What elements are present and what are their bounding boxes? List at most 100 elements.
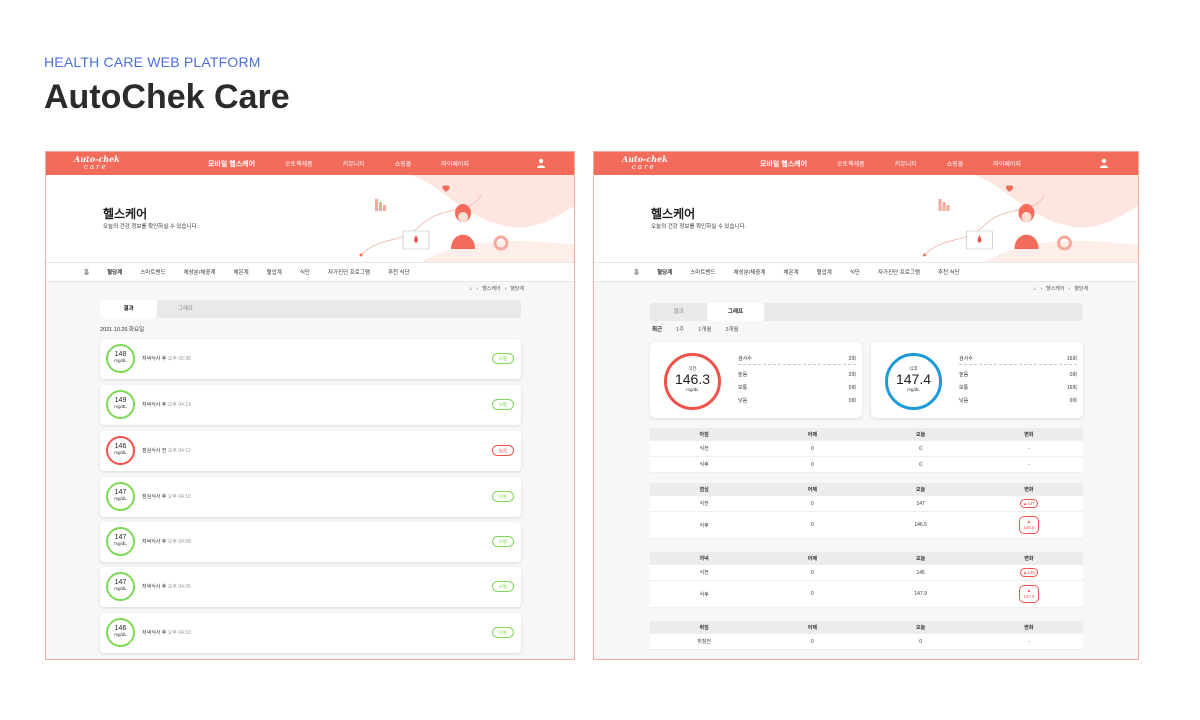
subnav-diet[interactable]: 식단 xyxy=(299,270,310,276)
nav-item-mobile-healthcare[interactable]: 모바일 헬스케어 xyxy=(760,160,808,168)
hero-subtitle: 오늘의 건강 정보를 확인하실 수 있습니다. xyxy=(651,224,747,230)
reading-desc: 저녁식사 후 오후 04:06 xyxy=(142,584,191,590)
table-row: 취침전 0 0- xyxy=(650,634,1083,650)
nav-item-products[interactable]: 오토첵제품 xyxy=(285,162,313,168)
breadcrumb-item: 혈당계 xyxy=(510,286,524,292)
tab-results[interactable]: 결과 xyxy=(100,300,157,318)
view-tabs: 결과 그래프 xyxy=(650,303,1083,321)
reading-card[interactable]: 147 mg/dL 저녁식사 후 오후 04:08 보통 xyxy=(100,522,521,562)
hero-subtitle: 오늘의 건강 정보를 확인하실 수 있습니다. xyxy=(103,224,199,230)
nav-item-shop[interactable]: 쇼핑몰 xyxy=(946,162,964,168)
hero-title: 헬스케어 xyxy=(103,207,148,221)
tab-graph[interactable]: 그래프 xyxy=(707,303,764,321)
tab-graph[interactable]: 그래프 xyxy=(177,306,194,312)
table-row: 식후 0 147.9 ▲ 147.9 xyxy=(650,581,1083,608)
user-icon[interactable] xyxy=(536,158,546,168)
nav-item-products[interactable]: 오토첵제품 xyxy=(837,162,865,168)
nav-item-mypage[interactable]: 마이페이지 xyxy=(441,162,469,168)
summary-stats: 검사수 16회 높음 0회 보통 16회 낮음 0회 xyxy=(959,352,1077,407)
status-badge: 보통 xyxy=(492,491,514,502)
subnav-thermometer[interactable]: 체온계 xyxy=(783,270,799,276)
breadcrumb: ⌂ › 헬스케어 › 혈당계 xyxy=(46,282,574,296)
view-tabs: 결과 그래프 xyxy=(100,300,521,318)
reading-desc: 점심식사 전 오후 04:12 xyxy=(142,448,191,454)
hero-title: 헬스케어 xyxy=(651,207,696,221)
period-1month[interactable]: 1개월 xyxy=(698,327,712,333)
subnav-smartband[interactable]: 스마트밴드 xyxy=(690,270,716,276)
subnav-recommended-diet[interactable]: 추천 식단 xyxy=(387,270,410,276)
glucose-ring: 146 mg/dL xyxy=(106,436,135,465)
reading-card[interactable]: 149 mg/dL 저녁식사 후 오후 04:14 보통 xyxy=(100,385,521,425)
glucose-ring: 146 mg/dL xyxy=(106,618,135,647)
table-row: 식전 0 147 ▲147 xyxy=(650,496,1083,512)
change-badge: ▲ 146.5 xyxy=(1019,516,1039,534)
table-header: 아침 어제 오늘 변화 xyxy=(650,428,1083,441)
logo[interactable]: Auto-chek care xyxy=(622,154,668,171)
nav-item-community[interactable]: 커뮤니티 xyxy=(894,162,917,168)
date-label: 2021.10.26 화요일 xyxy=(100,327,145,333)
logo[interactable]: Auto-chek care xyxy=(74,154,120,171)
reading-desc: 점심식사 후 오후 04:10 xyxy=(142,494,191,500)
glucose-ring: 147 mg/dL xyxy=(106,572,135,601)
period-1week[interactable]: 1주 xyxy=(676,327,685,333)
chevron-right-icon: › xyxy=(476,285,479,292)
subnav-diet[interactable]: 식단 xyxy=(849,270,860,276)
subnav-self-diagnosis[interactable]: 자가진단 프로그램 xyxy=(327,270,370,276)
nav-item-shop[interactable]: 쇼핑몰 xyxy=(394,162,412,168)
subnav-home[interactable]: 홈 xyxy=(84,270,90,276)
status-badge: 보통 xyxy=(492,399,514,410)
hero-banner: 헬스케어 오늘의 건강 정보를 확인하실 수 있습니다. xyxy=(46,175,574,262)
subnav-blood-pressure[interactable]: 혈압계 xyxy=(816,270,832,276)
summary-stats: 검사수 3회 높음 3회 보통 0회 낮음 0회 xyxy=(738,352,856,407)
glucose-ring: 147 mg/dL xyxy=(106,527,135,556)
change-badge: ▲145 xyxy=(1019,568,1038,577)
user-icon[interactable] xyxy=(1099,158,1109,168)
reading-desc: 저녁식사 후 오후 04:03 xyxy=(142,630,191,636)
subnav-recommended-diet[interactable]: 추천 식단 xyxy=(937,270,960,276)
reading-card[interactable]: 148 mg/dL 저녁식사 후 오후 05:38 보통 xyxy=(100,339,521,379)
change-badge: ▲ 147.9 xyxy=(1019,585,1039,603)
hero-banner: 헬스케어 오늘의 건강 정보를 확인하실 수 있습니다. xyxy=(594,175,1138,262)
status-badge: 보통 xyxy=(492,627,514,638)
page-title: AutoChek Care xyxy=(44,78,290,116)
glucose-ring: 식후 147.4 mg/dL xyxy=(885,353,942,410)
table-group-morning: 아침 어제 오늘 변화 식전 0 0- 식후 0 0- xyxy=(650,428,1083,473)
table-header: 취침 어제 오늘 변화 xyxy=(650,621,1083,634)
tab-results[interactable]: 결과 xyxy=(673,309,684,315)
subnav-blood-pressure[interactable]: 혈압계 xyxy=(266,270,282,276)
period-3months[interactable]: 3개월 xyxy=(725,327,739,333)
subnav-self-diagnosis[interactable]: 자가진단 프로그램 xyxy=(877,270,920,276)
glucose-ring: 147 mg/dL xyxy=(106,482,135,511)
nav-item-mypage[interactable]: 마이페이지 xyxy=(993,162,1021,168)
breadcrumb-item[interactable]: 헬스케어 xyxy=(482,286,501,292)
subnav-smartband[interactable]: 스마트밴드 xyxy=(140,270,166,276)
home-icon[interactable]: ⌂ xyxy=(469,285,473,292)
subnav-body-scale[interactable]: 체성분/체중계 xyxy=(183,270,216,276)
status-badge: 보통 xyxy=(492,353,514,364)
reading-card[interactable]: 147 mg/dL 저녁식사 후 오후 04:06 보통 xyxy=(100,567,521,607)
breadcrumb-item[interactable]: 헬스케어 xyxy=(1046,286,1065,292)
healthcare-illustration-icon xyxy=(923,175,1138,262)
subnav-glucose[interactable]: 혈당계 xyxy=(107,270,123,276)
healthcare-illustration-icon xyxy=(359,175,574,262)
reading-card[interactable]: 147 mg/dL 점심식사 후 오후 04:10 보통 xyxy=(100,477,521,517)
glucose-ring: 148 mg/dL xyxy=(106,344,135,373)
home-icon[interactable]: ⌂ xyxy=(1033,285,1037,292)
summary-card-after-meal: 식후 147.4 mg/dL 검사수 16회 높음 0회 보통 16회 낮음 0회 xyxy=(871,342,1083,418)
reading-card[interactable]: 146 mg/dL 점심식사 전 오후 04:12 높음 xyxy=(100,431,521,471)
subnav-body-scale[interactable]: 체성분/체중계 xyxy=(733,270,766,276)
nav-item-community[interactable]: 커뮤니티 xyxy=(342,162,365,168)
table-row: 식전 0 145 ▲145 xyxy=(650,565,1083,581)
period-recent[interactable]: 최근 xyxy=(652,327,663,333)
reading-card[interactable]: 146 mg/dL 저녁식사 후 오후 04:03 보통 xyxy=(100,613,521,653)
table-group-bedtime: 취침 어제 오늘 변화 취침전 0 0- xyxy=(650,621,1083,650)
subnav-thermometer[interactable]: 체온계 xyxy=(233,270,249,276)
table-row: 식후 0 146.5 ▲ 146.5 xyxy=(650,512,1083,539)
subnav-glucose[interactable]: 혈당계 xyxy=(657,270,673,276)
nav-menu: 모바일 헬스케어 오토첵제품 커뮤니티 쇼핑몰 마이페이지 xyxy=(760,152,1051,175)
reading-desc: 저녁식사 후 오후 04:14 xyxy=(142,402,191,408)
subnav-home[interactable]: 홈 xyxy=(634,270,640,276)
sub-nav: 홈 혈당계 스마트밴드 체성분/체중계 체온계 혈압계 식단 자가진단 프로그램… xyxy=(594,262,1138,282)
glucose-ring: 식전 146.3 mg/dL xyxy=(664,353,721,410)
nav-item-mobile-healthcare[interactable]: 모바일 헬스케어 xyxy=(208,160,256,168)
